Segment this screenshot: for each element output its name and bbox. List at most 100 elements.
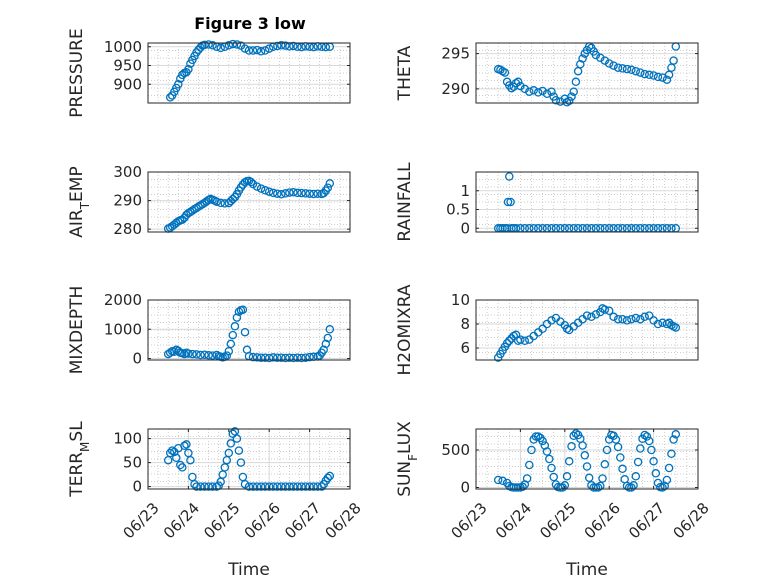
grid <box>147 42 351 104</box>
data-point <box>613 442 623 452</box>
series-1 <box>493 429 681 492</box>
axes-box <box>147 299 351 361</box>
data-point <box>297 482 306 491</box>
series-1 <box>165 39 335 102</box>
data-point <box>640 312 649 322</box>
data-point <box>165 93 175 102</box>
data-point <box>212 197 221 206</box>
data-point <box>669 435 678 444</box>
data-point <box>516 335 525 344</box>
data-point <box>244 46 254 55</box>
data-point <box>507 83 516 93</box>
data-point <box>598 474 607 483</box>
data-point <box>174 80 183 89</box>
data-point <box>533 88 543 97</box>
data-point <box>281 189 290 198</box>
data-point <box>252 45 262 55</box>
data-point <box>319 345 328 355</box>
data-point <box>522 474 532 483</box>
y-axis-label: PRESSURE <box>67 28 87 117</box>
y-tick-label: 1000 <box>104 320 142 338</box>
data-point <box>216 43 225 53</box>
axes-box <box>475 299 699 361</box>
data-point <box>277 41 286 50</box>
data-point <box>600 460 610 469</box>
data-point <box>653 319 663 329</box>
subplot-4: 00.51 RAINFALL <box>395 162 699 242</box>
data-point <box>228 39 238 49</box>
data-point <box>600 305 610 314</box>
data-point <box>226 339 236 349</box>
data-point <box>571 429 581 438</box>
data-point <box>248 482 258 491</box>
data-point <box>238 305 248 314</box>
data-point <box>277 482 286 491</box>
data-point <box>551 95 561 105</box>
data-point <box>264 187 274 196</box>
data-point <box>273 482 282 491</box>
data-point <box>289 353 298 363</box>
data-point <box>547 87 556 96</box>
axes-box <box>147 171 351 233</box>
data-point <box>264 482 274 491</box>
data-point <box>252 353 262 362</box>
data-point <box>613 314 623 324</box>
data-point <box>200 40 209 50</box>
data-point <box>538 436 547 446</box>
x-axis-label: Time <box>565 560 608 580</box>
data-point <box>538 86 547 96</box>
data-point <box>525 460 534 470</box>
grid <box>147 428 351 490</box>
data-point <box>542 447 552 456</box>
data-point <box>208 351 217 360</box>
data-point <box>627 65 636 75</box>
data-point <box>618 64 627 73</box>
data-point <box>500 68 510 77</box>
data-point <box>631 66 641 76</box>
data-point <box>184 65 193 74</box>
y-tick-label: 290 <box>441 80 470 98</box>
data-point <box>208 41 217 50</box>
series-1 <box>163 176 335 233</box>
y-tick-label: 0 <box>460 219 470 237</box>
data-point <box>170 347 179 357</box>
y-axis-label: MIXDEPTH <box>67 286 87 375</box>
data-point <box>325 179 335 188</box>
data-point <box>313 189 322 198</box>
data-point <box>571 77 581 87</box>
data-point <box>256 482 266 491</box>
data-point <box>186 455 195 465</box>
data-point <box>644 436 654 446</box>
data-point <box>636 444 645 453</box>
data-point <box>228 330 238 340</box>
data-point <box>301 353 310 362</box>
data-point <box>604 59 614 68</box>
data-point <box>260 46 270 55</box>
data-point <box>647 445 656 455</box>
subplot-6: 6 8 10 H2OMIXRA <box>395 284 699 376</box>
data-point <box>562 98 572 107</box>
y-tick-label: 280 <box>113 220 142 238</box>
data-point <box>297 188 306 198</box>
data-point <box>520 336 530 346</box>
data-point <box>323 333 333 343</box>
data-point <box>317 482 326 491</box>
data-point <box>631 472 641 481</box>
data-point <box>273 189 282 198</box>
data-point <box>496 65 505 75</box>
data-point <box>622 316 632 325</box>
data-point <box>277 353 286 362</box>
data-point <box>273 41 282 51</box>
data-point <box>591 50 601 60</box>
data-point <box>616 453 625 462</box>
data-point <box>230 322 240 331</box>
data-point <box>252 182 262 191</box>
data-point <box>516 81 525 91</box>
data-point <box>232 313 242 322</box>
data-point <box>228 194 238 204</box>
data-point <box>593 483 603 492</box>
y-tick-label: 1 <box>460 182 470 200</box>
data-point <box>664 463 674 473</box>
data-point <box>281 482 290 491</box>
